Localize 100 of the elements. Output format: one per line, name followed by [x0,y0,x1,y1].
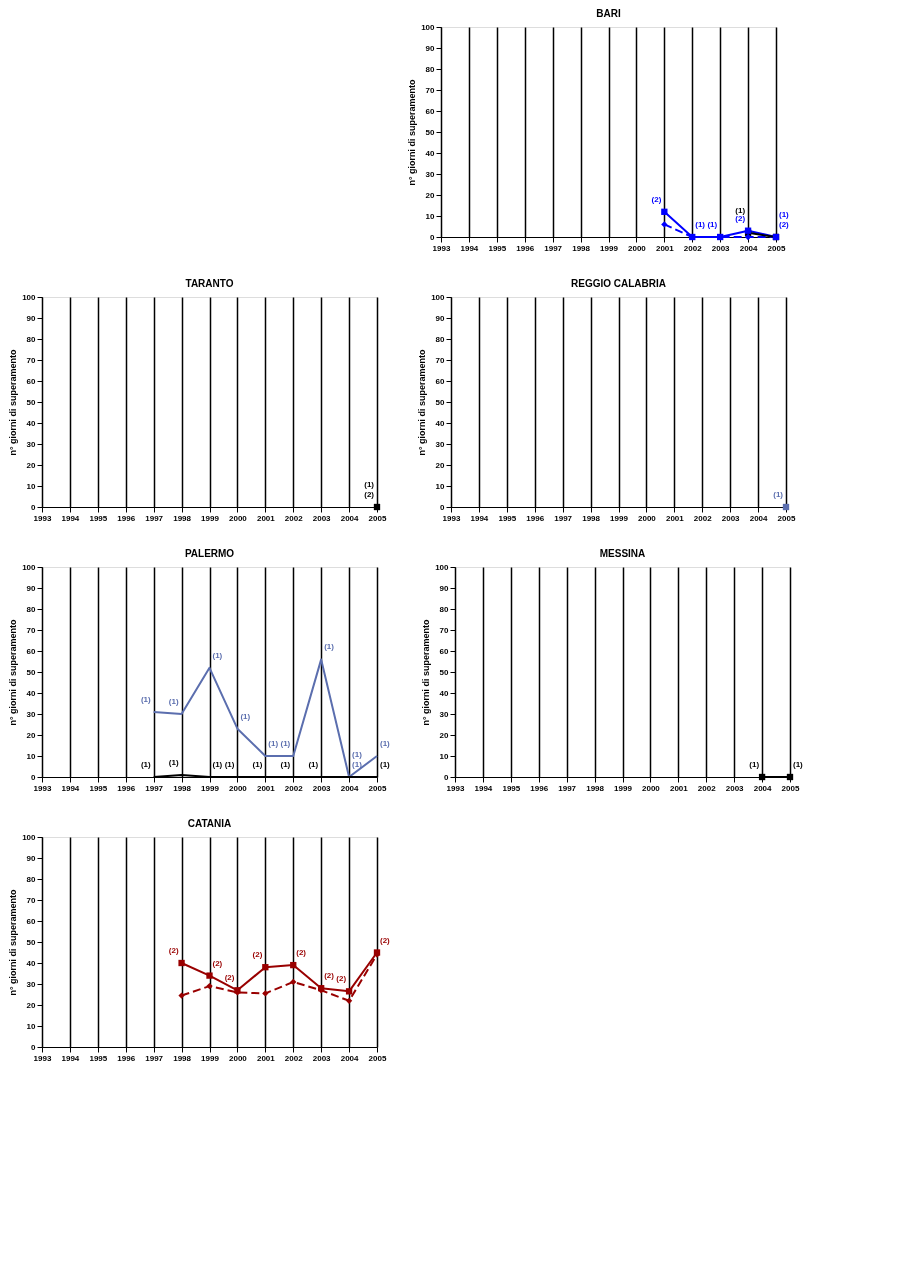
x-tick-label: 2005 [368,1053,387,1063]
y-tick-label: 0 [440,502,446,512]
annotation: (1) [168,697,179,706]
y-tick-label: 70 [26,355,37,365]
x-tick-label: 1994 [61,1053,80,1063]
x-tick-label: 2002 [683,243,703,253]
annotation: (2) [779,220,790,229]
chart-title: CATANIA [187,818,232,829]
x-tick-label: 2002 [693,513,713,523]
y-tick-label: 60 [425,106,436,116]
y-tick-label: 20 [435,460,446,470]
x-tick-label: 1996 [526,513,545,523]
annotation: (1) [280,760,291,769]
y-tick-label: 20 [26,1000,37,1010]
y-tick-label: 20 [26,730,37,740]
annotation: (1) [364,480,375,489]
y-axis-title: n° giorni di superamento [8,618,19,726]
y-tick-label: 50 [26,937,37,947]
annotation: (1) [212,650,223,660]
y-tick-label: 50 [439,667,450,677]
x-tick-label: 2001 [256,1053,276,1063]
annotation: (2) [380,935,391,945]
y-tick-label: 40 [435,418,446,428]
x-tick-label: 1997 [145,783,164,793]
y-tick-label: 50 [425,127,436,137]
annotation: (1) [240,711,251,721]
x-tick-label: 2003 [721,513,741,523]
y-tick-label: 50 [26,667,37,677]
annotation: (1) [224,760,235,769]
x-tick-label: 2001 [256,783,276,793]
y-tick-label: 0 [31,772,37,782]
annotation: (2) [296,948,307,958]
annotation: (2) [324,971,335,981]
y-axis-title: n° giorni di superamento [417,348,428,456]
y-tick-label: 90 [425,43,436,53]
chart-title: BARI [596,8,621,19]
annotation: (1) [280,739,291,748]
y-tick-label: 90 [435,313,446,323]
x-tick-label: 2001 [256,513,276,523]
annotation: (1) [352,750,363,759]
y-tick-label: 30 [26,979,37,989]
x-tick-label: 1995 [89,1053,108,1063]
x-tick-label: 1998 [572,243,591,253]
y-tick-label: 90 [26,583,37,593]
x-tick-label: 1993 [33,783,52,793]
y-tick-label: 10 [435,481,446,491]
x-tick-label: 2002 [284,513,304,523]
annotation: (1) [779,210,790,219]
y-tick-label: 10 [26,481,37,491]
x-tick-label: 2001 [665,513,685,523]
x-tick-label: 2003 [711,243,731,253]
x-tick-label: 1995 [89,513,108,523]
x-tick-label: 1999 [600,243,619,253]
x-tick-label: 2000 [642,783,661,793]
x-tick-label: 1994 [460,243,479,253]
y-tick-label: 60 [435,376,446,386]
x-tick-label: 2004 [739,243,759,253]
y-tick-label: 80 [26,334,37,344]
annotation: (1) [695,220,706,229]
annotation: (1) [252,760,263,769]
annotation: (1) [380,739,391,748]
y-tick-label: 40 [439,688,450,698]
x-tick-label: 1999 [610,513,629,523]
x-tick-label: 2000 [628,243,647,253]
y-axis-title: n° giorni di superamento [407,78,418,186]
x-tick-label: 1997 [544,243,563,253]
x-tick-label: 1999 [201,513,220,523]
x-tick-label: 2001 [669,783,689,793]
annotation: (2) [364,490,375,499]
x-tick-label: 1998 [173,1053,192,1063]
annotation: (2) [224,973,235,983]
annotation: (1) [735,205,746,215]
annotation: (2) [651,194,662,204]
annotation: (2) [212,958,223,968]
y-tick-label: 60 [26,646,37,656]
y-tick-label: 40 [425,148,436,158]
x-tick-label: 1999 [201,783,220,793]
annotation: (1) [707,220,718,229]
annotation: (1) [749,760,760,769]
x-tick-label: 1998 [586,783,605,793]
chart-title: PALERMO [184,548,235,559]
y-tick-label: 100 [435,562,450,572]
y-tick-label: 60 [26,376,37,386]
y-tick-label: 30 [26,439,37,449]
x-tick-label: 1993 [432,243,451,253]
annotation: (2) [252,950,263,960]
y-axis-title: n° giorni di superamento [8,888,19,996]
y-tick-label: 0 [444,772,450,782]
y-tick-label: 30 [439,709,450,719]
annotation: (1) [773,490,784,499]
annotation: (1) [308,760,319,769]
y-tick-label: 20 [26,460,37,470]
x-tick-label: 1994 [61,783,80,793]
x-tick-label: 2000 [229,513,248,523]
x-tick-label: 1999 [201,1053,220,1063]
x-tick-label: 2002 [284,1053,304,1063]
x-tick-label: 1994 [474,783,493,793]
y-tick-label: 10 [425,211,436,221]
y-axis-title: n° giorni di superamento [421,618,432,726]
x-tick-label: 1997 [145,513,164,523]
